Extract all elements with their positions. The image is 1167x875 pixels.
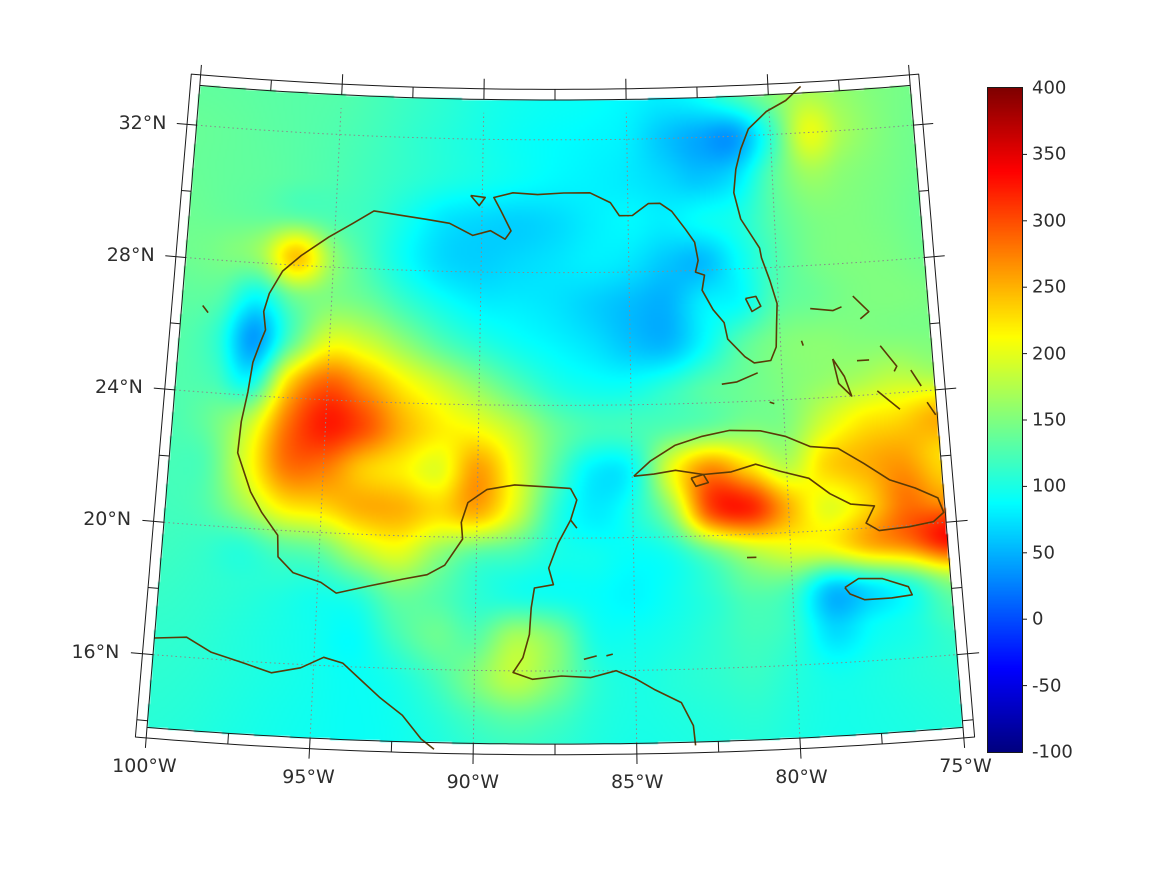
frame-outer bbox=[134, 73, 976, 756]
coastline-lake-pontchartrain bbox=[470, 194, 486, 207]
frame-minor-tick-left bbox=[159, 454, 170, 457]
colorbar-tick-label: 50 bbox=[1032, 542, 1055, 564]
frame-major-tick-right bbox=[956, 652, 980, 656]
colorbar-tick-label: 100 bbox=[1032, 475, 1067, 497]
frame-minor-tick-top bbox=[270, 80, 272, 91]
gridline-lon bbox=[625, 112, 638, 744]
coastline-lake-okeechobee bbox=[744, 295, 762, 313]
y-axis-label: 28°N bbox=[106, 243, 155, 266]
coastline-florida-keys bbox=[721, 372, 759, 385]
frame-major-tick-top bbox=[766, 74, 769, 95]
y-axis-label: 16°N bbox=[71, 640, 120, 663]
x-axis-label: 80°W bbox=[775, 765, 828, 788]
colorbar-tick-label: 150 bbox=[1032, 409, 1067, 431]
coastline-gulf-and-us-east-coast bbox=[236, 85, 802, 594]
y-axis-label: 24°N bbox=[95, 376, 143, 399]
frame-major-tick-left bbox=[142, 519, 164, 523]
frame-minor-tick-left bbox=[181, 190, 192, 192]
map-frame bbox=[130, 64, 980, 765]
colorbar-tick-label: -100 bbox=[1032, 741, 1073, 763]
coastline-bimini bbox=[800, 340, 804, 346]
heatmap-canvas bbox=[140, 80, 972, 754]
frame-major-tick-right bbox=[913, 123, 934, 126]
frame-major-tick-top bbox=[341, 74, 344, 95]
coastline-mexico-pacific-coast bbox=[154, 636, 435, 750]
graticule-lines bbox=[152, 107, 958, 744]
colorbar-tick-label: 300 bbox=[1032, 210, 1067, 232]
frame-major-tick-top bbox=[199, 64, 202, 86]
coastline-jamaica bbox=[844, 577, 913, 601]
frame-major-tick-top bbox=[908, 64, 911, 86]
frame-minor-tick-right bbox=[962, 719, 974, 722]
coastline-cozumel bbox=[569, 519, 578, 529]
frame-major-tick-bottom bbox=[962, 727, 966, 748]
colorbar-tick-label: 0 bbox=[1032, 608, 1044, 630]
coastline-grand-bahama bbox=[810, 306, 842, 312]
coastline-roatan bbox=[583, 655, 597, 661]
colorbar-tick-label: -50 bbox=[1032, 675, 1062, 697]
frame-minor-tick-left bbox=[170, 322, 181, 325]
coastline-cay-sal bbox=[769, 401, 775, 405]
frame-major-tick-right bbox=[924, 255, 945, 258]
coastline-andros bbox=[831, 358, 853, 397]
frame-minor-tick-left bbox=[147, 587, 159, 589]
frame-major-tick-left bbox=[165, 255, 186, 258]
frame-major-tick-bottom bbox=[308, 738, 311, 759]
frame-minor-tick-right bbox=[929, 322, 940, 325]
gridline-lon bbox=[309, 107, 342, 739]
coastline-exumas bbox=[876, 390, 901, 410]
coastline-falcon-lake bbox=[202, 305, 209, 314]
coastlines bbox=[154, 85, 945, 750]
colorbar-tick-label: 200 bbox=[1032, 343, 1067, 365]
frame-major-tick-bottom bbox=[144, 727, 148, 748]
coastline-yucatan-belize-honduras-coast bbox=[512, 488, 697, 746]
x-axis-label: 85°W bbox=[610, 770, 664, 793]
gridline-lon bbox=[768, 107, 801, 739]
x-axis-label: 75°W bbox=[939, 754, 992, 777]
coastline-new-providence bbox=[856, 359, 870, 362]
gridline-lat bbox=[196, 124, 914, 141]
coastline-eleuthera bbox=[879, 345, 898, 372]
coastline-cuba bbox=[633, 429, 945, 532]
frame-major-tick-right bbox=[946, 519, 968, 523]
coastline-abaco bbox=[852, 295, 870, 320]
frame-minor-tick-right bbox=[918, 190, 929, 192]
coastline-cat-island bbox=[910, 369, 922, 387]
coastline-guanaja bbox=[606, 653, 614, 657]
frame-major-tick-right bbox=[935, 387, 957, 391]
frame-inner bbox=[146, 84, 964, 745]
frame-minor-tick-right bbox=[940, 454, 951, 457]
coastline-isle-of-youth bbox=[690, 473, 710, 488]
frame-minor-tick-bottom bbox=[881, 733, 883, 745]
gridline-lat bbox=[163, 521, 947, 539]
x-axis-label: 100°W bbox=[112, 754, 177, 777]
gridline-lon bbox=[472, 112, 485, 744]
gridline-lat bbox=[152, 654, 958, 672]
colorbar bbox=[988, 88, 1022, 752]
gridline-lat bbox=[174, 389, 936, 406]
colorbar-tick-label: 250 bbox=[1032, 276, 1067, 298]
frame-minor-tick-right bbox=[951, 587, 963, 589]
coastline-long-island bbox=[926, 401, 937, 416]
y-axis-label: 32°N bbox=[118, 111, 167, 134]
colorbar-tick-label: 350 bbox=[1032, 143, 1067, 165]
frame-minor-tick-bottom bbox=[227, 733, 229, 745]
frame-major-tick-left bbox=[153, 387, 175, 391]
frame-major-tick-left bbox=[176, 123, 197, 126]
colorbar-tick-label: 400 bbox=[1032, 77, 1067, 99]
frame-minor-tick-top bbox=[838, 80, 840, 91]
x-axis-label: 95°W bbox=[282, 765, 335, 788]
x-axis-label: 90°W bbox=[446, 770, 500, 793]
y-axis-label: 20°N bbox=[83, 508, 132, 531]
frame-major-tick-bottom bbox=[799, 738, 802, 759]
frame-major-tick-left bbox=[130, 652, 154, 656]
gridline-lat bbox=[185, 257, 925, 274]
frame-minor-tick-left bbox=[136, 719, 148, 722]
